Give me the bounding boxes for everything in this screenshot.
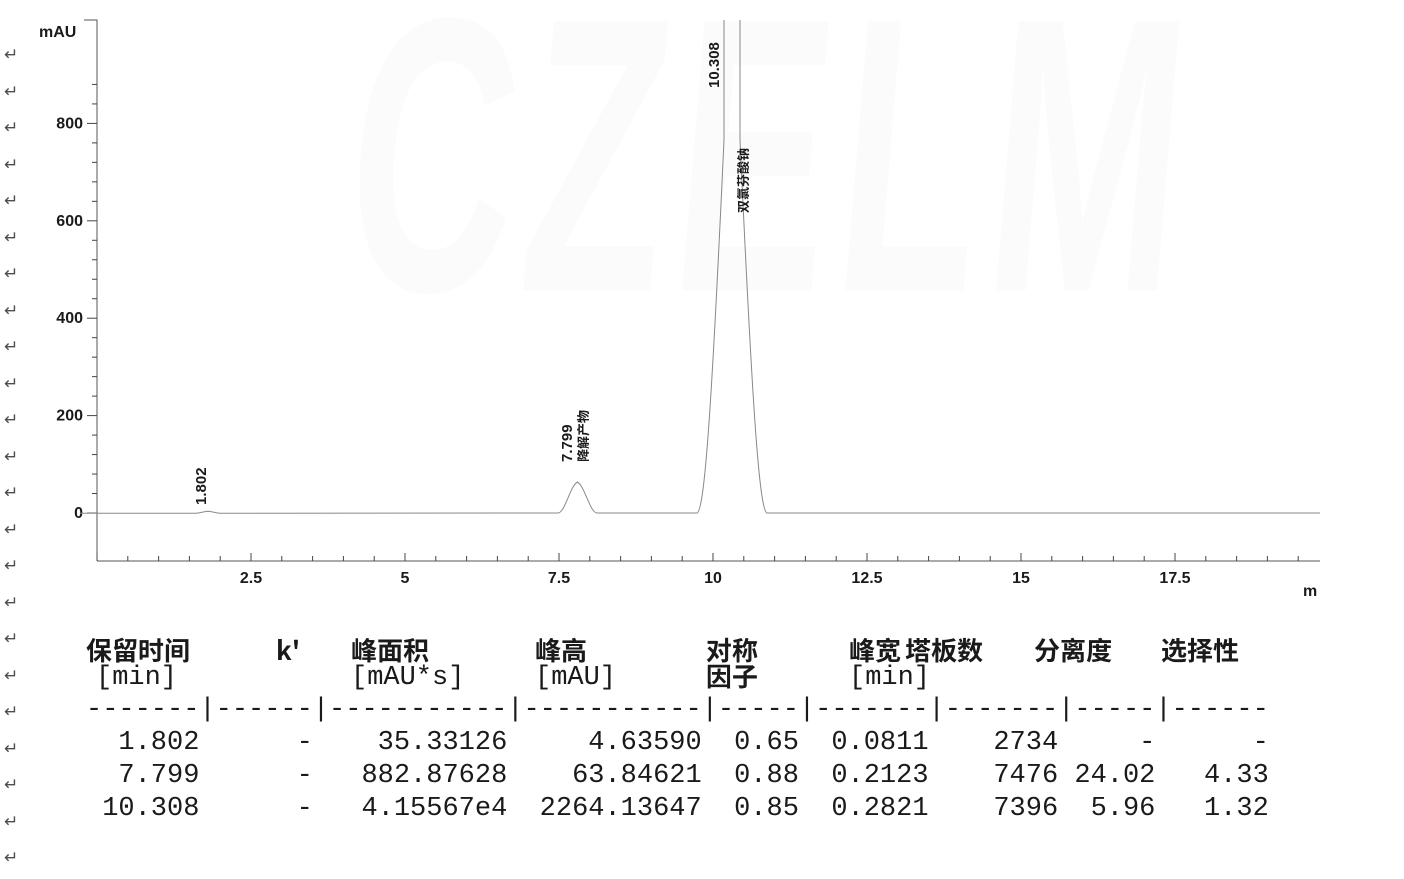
svg-text:12.5: 12.5 [851,570,882,587]
svg-text:2.5: 2.5 [240,570,262,587]
svg-text:mAU: mAU [39,24,76,41]
svg-text:7.5: 7.5 [548,570,570,587]
svg-text:800: 800 [56,115,83,132]
svg-text:双氯芬酸钠: 双氯芬酸钠 [733,148,752,213]
svg-text:17.5: 17.5 [1159,570,1190,587]
svg-text:降解产物: 降解产物 [573,410,592,462]
svg-text:1.802: 1.802 [193,467,210,505]
svg-text:15: 15 [1012,570,1030,587]
svg-text:400: 400 [56,310,83,327]
svg-text:200: 200 [56,408,83,425]
svg-text:5: 5 [401,570,410,587]
svg-text:m: m [1303,583,1317,600]
svg-text:600: 600 [56,213,83,230]
svg-text:10.308: 10.308 [706,42,723,88]
svg-text:10: 10 [704,570,722,587]
